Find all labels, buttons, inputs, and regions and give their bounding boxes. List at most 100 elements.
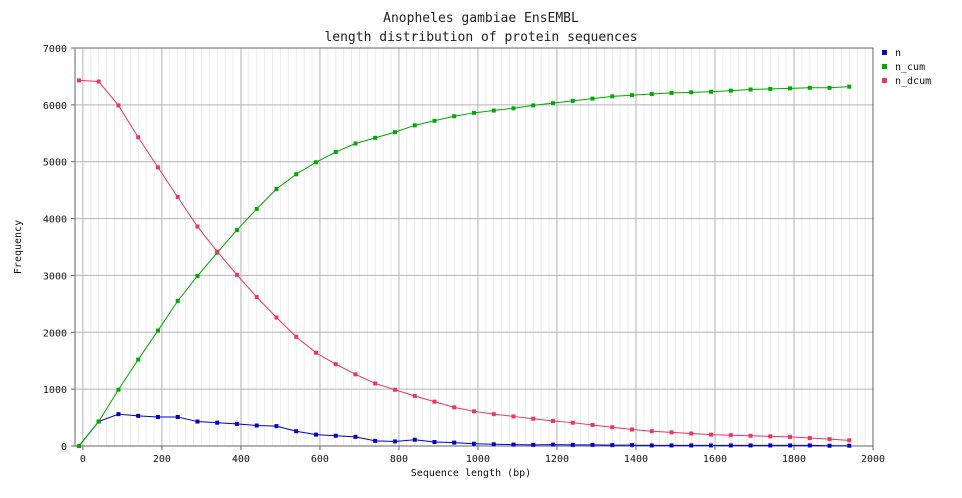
data-point-n: [412, 437, 417, 442]
data-point-n: [116, 412, 121, 417]
data-point-n_cum: [511, 106, 516, 111]
data-point-n: [472, 441, 476, 446]
data-point-n: [768, 443, 773, 448]
legend-marker: [882, 64, 887, 69]
data-point-n_cum: [590, 96, 595, 101]
data-point-n: [234, 421, 239, 426]
data-point-n_dcum: [807, 436, 812, 441]
data-point-n: [175, 415, 180, 420]
legend-item-n_cum: n_cum: [882, 62, 925, 73]
data-point-n_cum: [234, 227, 239, 232]
data-point-n_cum: [728, 88, 733, 93]
data-point-n: [748, 443, 753, 448]
data-point-n_dcum: [76, 78, 81, 83]
data-point-n_dcum: [195, 224, 200, 229]
data-point-n_dcum: [472, 409, 476, 414]
legend-label: n_dcum: [895, 76, 931, 87]
legend-marker: [882, 78, 887, 83]
data-point-n_cum: [768, 86, 773, 91]
x-tick-label: 1200: [545, 454, 569, 465]
data-point-n: [590, 442, 595, 447]
data-point-n: [610, 443, 615, 448]
chart-title-line-1: Anopheles gambiae EnsEMBL: [383, 11, 579, 26]
chart-title-line-2: length distribution of protein sequences: [324, 30, 637, 45]
y-tick-label: 2000: [43, 328, 67, 339]
data-point-n_cum: [254, 206, 259, 211]
data-point-n: [728, 443, 733, 448]
data-point-n_cum: [610, 94, 615, 99]
data-point-n: [807, 443, 812, 448]
major-gridlines: [75, 47, 874, 447]
x-axis-ticks: 0 200 400 600 800 1000 1200 1400 1600 1800 2000: [80, 446, 885, 465]
data-point-n_cum: [689, 90, 694, 95]
data-point-n_cum: [195, 273, 200, 278]
data-point-n: [551, 442, 556, 447]
x-tick-label: 600: [311, 454, 329, 465]
data-point-n: [491, 442, 496, 447]
data-point-n: [373, 438, 378, 443]
x-tick-label: 0: [80, 454, 86, 465]
y-tick-label: 6000: [43, 101, 67, 112]
data-point-n: [709, 443, 714, 448]
data-point-n_cum: [76, 444, 81, 448]
data-point-n_dcum: [116, 103, 121, 108]
data-point-n_cum: [452, 114, 457, 119]
data-point-n_dcum: [234, 272, 239, 277]
data-point-n_cum: [847, 84, 852, 89]
data-point-n_dcum: [274, 315, 279, 320]
data-point-n_dcum: [155, 165, 160, 170]
y-tick-label: 0: [61, 442, 67, 453]
data-point-n_cum: [531, 103, 536, 108]
data-point-n_cum: [392, 130, 397, 135]
minor-gridlines: [90, 48, 866, 446]
data-point-n: [274, 424, 279, 429]
data-point-n_dcum: [630, 427, 635, 432]
series-line-n: [78, 413, 850, 447]
data-point-n_cum: [630, 93, 635, 98]
data-point-n: [827, 443, 832, 448]
data-point-n_cum: [472, 110, 476, 115]
data-point-n_cum: [788, 86, 793, 91]
data-point-n_dcum: [709, 432, 714, 437]
data-point-n: [254, 423, 259, 428]
data-point-n_dcum: [610, 425, 615, 430]
data-point-n_cum: [649, 92, 654, 97]
y-axis-ticks: 0 1000 2000 3000 4000 5000 6000 7000: [43, 44, 75, 453]
y-tick-label: 7000: [43, 44, 67, 55]
data-point-n: [531, 442, 536, 447]
series-n_cum: [76, 84, 852, 448]
data-point-n: [689, 443, 694, 448]
series-line-n_cum: [78, 86, 850, 447]
series-n_dcum: [76, 78, 852, 443]
y-tick-label: 5000: [43, 158, 67, 169]
x-tick-label: 1600: [703, 454, 727, 465]
data-point-n_dcum: [689, 431, 694, 436]
data-point-n_dcum: [254, 295, 259, 300]
data-point-n: [136, 413, 141, 418]
series-line-n_dcum: [78, 79, 850, 441]
data-point-n_cum: [491, 108, 496, 113]
data-point-n_dcum: [333, 362, 338, 367]
data-point-n_dcum: [511, 414, 516, 419]
data-point-n_dcum: [452, 405, 457, 410]
data-point-n: [788, 443, 793, 448]
y-axis-title: Frequency: [13, 220, 24, 274]
data-point-n_dcum: [373, 381, 378, 386]
data-point-n_dcum: [392, 387, 397, 392]
data-point-n_dcum: [788, 434, 793, 439]
data-point-n_dcum: [432, 399, 437, 404]
series-n: [76, 412, 852, 448]
data-point-n: [155, 415, 160, 420]
data-point-n_cum: [709, 89, 714, 94]
data-point-n: [452, 440, 457, 445]
x-tick-label: 200: [153, 454, 171, 465]
data-point-n_cum: [353, 141, 358, 146]
legend-label: n_cum: [895, 62, 925, 73]
data-point-n_cum: [294, 172, 299, 177]
x-tick-label: 2000: [861, 454, 885, 465]
data-point-n: [511, 442, 516, 447]
data-point-n_dcum: [96, 79, 101, 84]
data-point-n_dcum: [531, 416, 536, 421]
plot-frame: [74, 47, 874, 447]
